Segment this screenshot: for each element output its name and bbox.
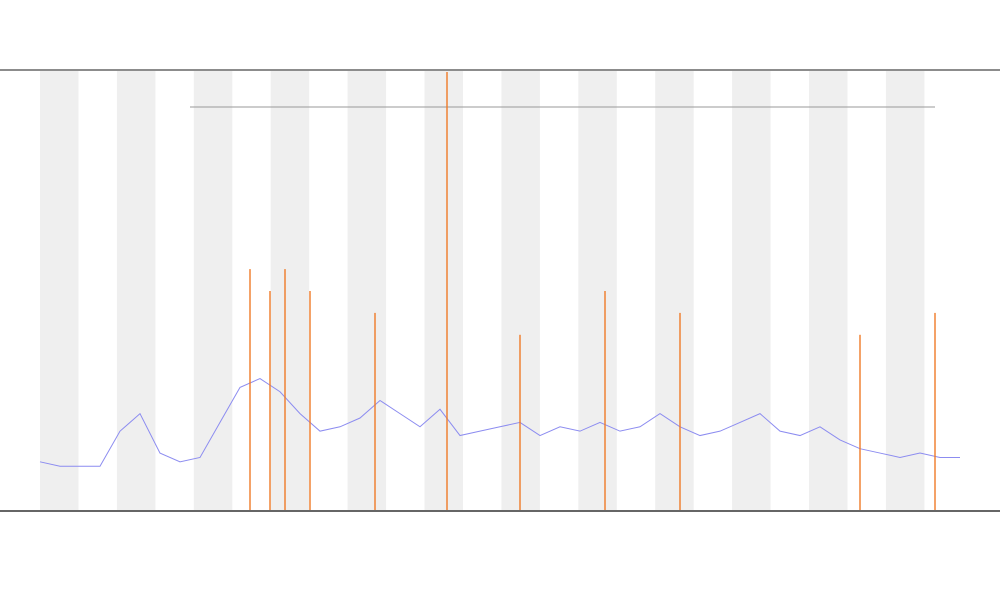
spike bbox=[859, 334, 861, 510]
data-line bbox=[39, 378, 960, 467]
spike bbox=[249, 269, 251, 510]
band bbox=[347, 71, 387, 510]
band bbox=[809, 71, 848, 510]
spike bbox=[679, 312, 681, 510]
background-bands bbox=[40, 71, 925, 510]
band bbox=[424, 71, 463, 510]
spike bbox=[269, 291, 271, 510]
band bbox=[193, 71, 233, 510]
spike bbox=[519, 334, 521, 510]
spike bbox=[604, 291, 606, 510]
spike bbox=[309, 291, 311, 510]
band bbox=[40, 71, 79, 510]
band bbox=[732, 71, 771, 510]
band bbox=[885, 71, 925, 510]
band bbox=[116, 71, 156, 510]
spike bbox=[934, 312, 936, 510]
band bbox=[270, 71, 310, 510]
band bbox=[578, 71, 617, 510]
spike bbox=[446, 72, 448, 510]
band bbox=[655, 71, 694, 510]
spike bbox=[374, 312, 376, 510]
spike bbox=[284, 269, 286, 510]
